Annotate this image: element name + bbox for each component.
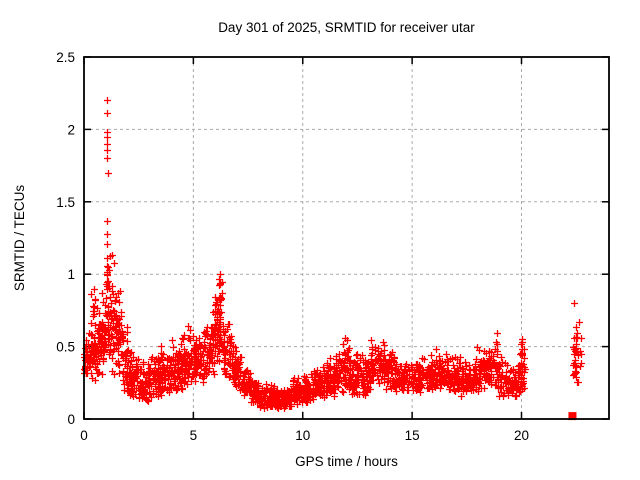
tick-label: 10	[295, 428, 310, 443]
tick-label: 20	[514, 428, 529, 443]
tick-label: 2.5	[56, 50, 75, 65]
x-axis-label: GPS time / hours	[295, 454, 398, 469]
y-axis-label: SRMTID / TECUs	[12, 185, 27, 292]
tick-label: 1.5	[56, 195, 75, 210]
tick-label: 0	[80, 428, 88, 443]
tick-label: 1	[67, 267, 75, 282]
chart-title: Day 301 of 2025, SRMTID for receiver uta…	[218, 20, 475, 35]
zero-cluster-marker	[568, 412, 577, 421]
tick-label: 5	[190, 428, 198, 443]
tick-label: 15	[405, 428, 420, 443]
plot-frame	[83, 56, 610, 420]
tick-labels: 0 5 10 15 20 0 0.5 1 1.5 2 2.5	[56, 50, 529, 443]
tick-label: 2	[67, 122, 75, 137]
data-points	[81, 97, 585, 412]
tick-label: 0	[67, 412, 75, 427]
tick-label: 0.5	[56, 340, 75, 355]
